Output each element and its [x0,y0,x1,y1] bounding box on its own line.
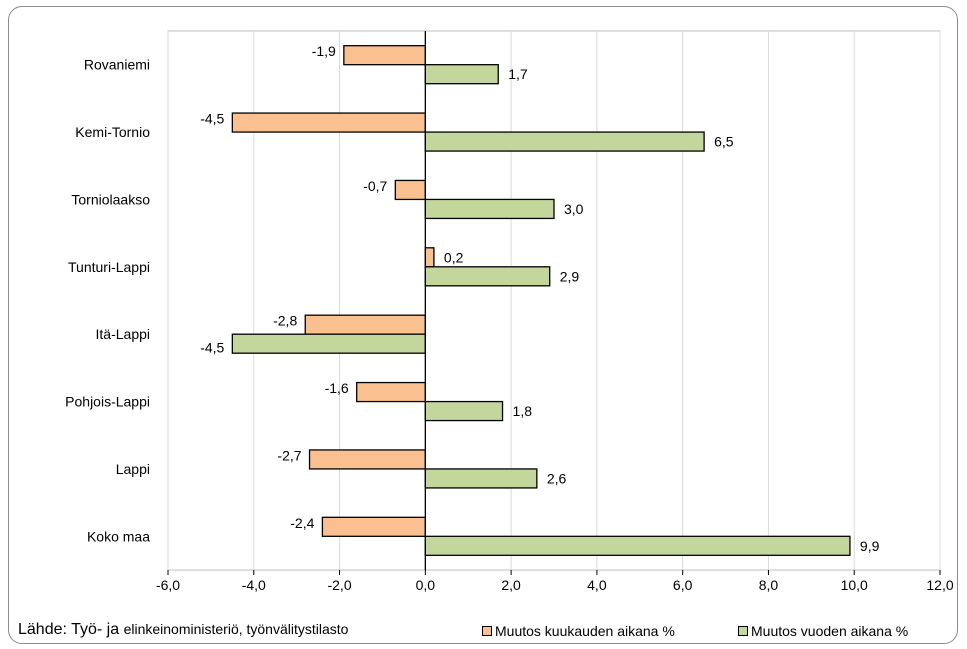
yearly-bar [424,64,499,85]
monthly-bar [356,381,426,403]
monthly-bar [231,112,426,133]
data-label: 1,8 [513,403,533,419]
x-tick-label: 4,0 [587,577,607,593]
yearly-bar [424,266,551,287]
category-label: Lappi [116,461,150,477]
source-rest: elinkeinoministeriö, työnvälitystilasto [123,621,349,637]
data-label: -2,7 [277,447,301,463]
data-label: -4,5 [200,340,224,356]
x-tick-label: -6,0 [156,577,180,593]
yearly-bar [424,400,504,422]
x-tick-label: 6,0 [673,577,693,593]
x-tick-label: 12,0 [926,577,953,593]
chart-frame [8,6,958,644]
plot-area [167,30,941,571]
category-label: Tunturi-Lappi [68,259,150,275]
yearly-bar [231,333,426,354]
legend-swatch-monthly [482,626,492,636]
data-label: -1,9 [312,43,336,59]
data-label: -4,5 [200,111,224,127]
x-tick-label: 2,0 [501,577,521,593]
data-label: 2,6 [547,470,567,486]
legend-swatch-yearly [738,626,748,636]
legend-label-yearly: Muutos vuoden aikana % [751,623,909,639]
data-label: 0,2 [444,249,464,265]
data-label: 3,0 [564,201,584,217]
monthly-bar [394,179,426,201]
data-label: -0,7 [363,178,387,194]
source-note: Lähde: Työ- ja elinkeinoministeriö, työn… [18,621,348,639]
monthly-bar [304,314,426,335]
data-label: 1,7 [508,66,528,82]
category-label: Itä-Lappi [96,326,150,342]
x-tick-label: -4,0 [242,577,266,593]
category-label: Kemi-Tornio [75,124,150,140]
category-label: Pohjois-Lappi [65,394,150,410]
monthly-bar [424,247,435,268]
x-tick-label: -2,0 [327,577,351,593]
data-label: 2,9 [560,268,580,284]
yearly-bar [424,535,851,556]
data-label: 9,9 [860,538,880,554]
legend-item-yearly: Muutos vuoden aikana % [738,623,908,639]
source-prefix: Lähde: Työ- ja [18,621,124,638]
yearly-bar [424,468,538,489]
yearly-bar [424,198,555,220]
legend-item-monthly: Muutos kuukauden aikana % [482,623,675,639]
legend-label-monthly: Muutos kuukauden aikana % [495,623,675,639]
data-label: -2,8 [273,313,297,329]
data-label: -2,4 [290,515,314,531]
x-tick-label: 8,0 [759,577,779,593]
data-label: -1,6 [325,380,349,396]
data-label: 6,5 [714,134,734,150]
x-tick-label: 0,0 [416,577,436,593]
category-label: Torniolaakso [71,191,150,207]
x-tick-label: 10,0 [841,577,868,593]
category-label: Rovaniemi [84,57,150,73]
monthly-bar [308,449,426,470]
yearly-bar [424,131,705,152]
category-label: Koko maa [87,528,150,544]
monthly-bar [343,45,426,66]
monthly-bar [321,516,426,537]
